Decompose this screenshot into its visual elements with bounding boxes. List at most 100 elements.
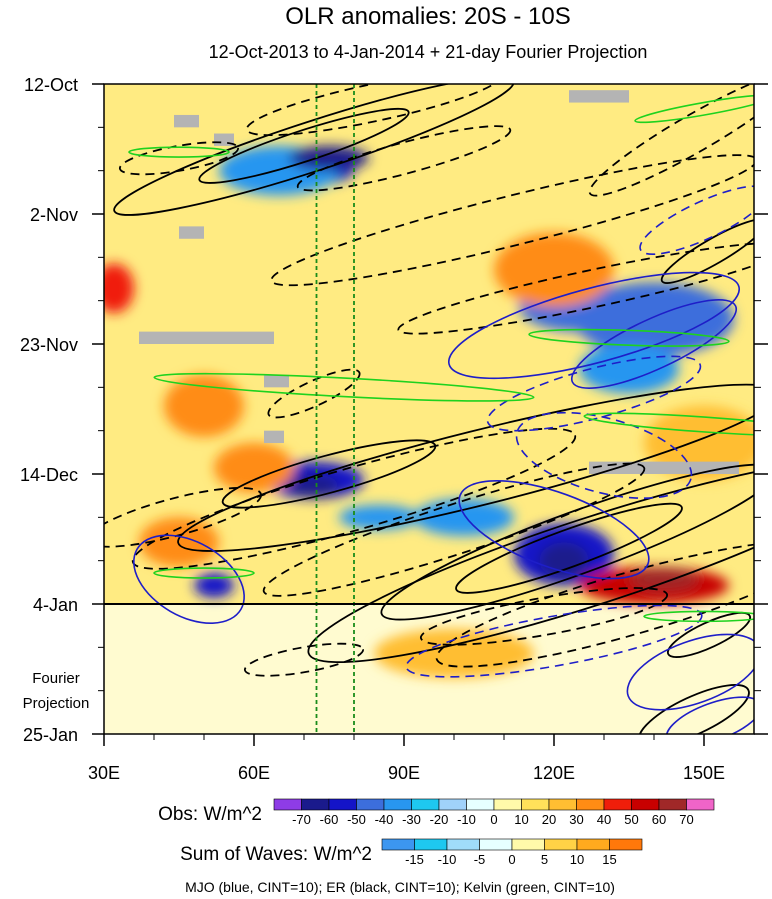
waves-colorbar-tick-label-2: -5: [474, 852, 486, 867]
mjo-contour-2: [639, 185, 754, 256]
kelvin-contour-2: [528, 328, 730, 347]
er-contour-7: [588, 84, 754, 197]
obs-anomaly-15: [629, 566, 699, 592]
plot-area: [104, 84, 754, 734]
er-contour-21: [104, 487, 262, 548]
x-tick-label-1: 60E: [238, 763, 270, 783]
y-tick-label-5: 25-Jan: [23, 725, 78, 745]
x-tick-label-3: 120E: [533, 763, 575, 783]
obs-anomaly-21: [644, 405, 754, 481]
obs-colorbar-tick-label-12: 50: [624, 812, 638, 827]
obs-colorbar-tick-label-11: 40: [597, 812, 611, 827]
plot-frame: [103, 83, 755, 735]
obs-colorbar-tick-label-2: -50: [347, 812, 366, 827]
waves-colorbar-tick-label-0: -15: [405, 852, 424, 867]
obs-anomaly-12: [539, 542, 589, 580]
kelvin-contour-0: [153, 372, 535, 402]
waves-colorbar-swatch-3: [479, 838, 513, 851]
mjo-contour-0: [447, 271, 741, 380]
waves-colorbar-swatch-0: [381, 838, 415, 851]
er-contour-20: [638, 684, 750, 734]
axes: 12-Oct 2-Nov 23-Nov 14-Dec 4-Jan 25-Jan 30E 60E…: [20, 75, 768, 783]
mjo-contours: [133, 185, 754, 734]
waves-colorbar-tick-label-5: 10: [570, 852, 584, 867]
contour-legend: MJO (blue, CINT=10); ER (black, CINT=10)…: [185, 879, 615, 895]
obs-anomaly-17: [164, 374, 244, 437]
obs-colorbar-swatch-2: [328, 798, 357, 811]
obs-colorbar-swatch-10: [548, 798, 577, 811]
y-tick-label-3: 14-Dec: [20, 465, 78, 485]
mjo-contour-4: [515, 411, 693, 500]
er-contour-1: [198, 107, 410, 184]
forecast-label-line1: Fourier: [32, 670, 80, 687]
er-contours: [104, 84, 754, 734]
x-tick-label-0: 30E: [88, 763, 120, 783]
chart-subtitle: 12-Oct-2013 to 4-Jan-2014 + 21-day Fouri…: [209, 42, 648, 62]
obs-colorbar-swatch-7: [466, 798, 495, 811]
obs-colorbar-tick-label-13: 60: [652, 812, 666, 827]
y-tick-label-4: 4-Jan: [33, 595, 78, 615]
kelvin-contour-1: [583, 412, 754, 437]
kelvin-contours: [128, 94, 754, 623]
er-contour-9: [177, 383, 754, 552]
mjo-contour-6: [405, 604, 703, 678]
er-contour-8: [660, 218, 754, 284]
waves-colorbar-swatch-7: [609, 838, 643, 851]
missing-data-box-3: [139, 331, 274, 344]
er-contour-22: [267, 368, 361, 419]
obs-colorbar-swatch-5: [411, 798, 440, 811]
waves-colorbar-swatch-2: [446, 838, 480, 851]
obs-colorbar-swatch-4: [383, 798, 412, 811]
obs-anomaly-2: [289, 145, 369, 171]
obs-colorbar-tick-label-5: -20: [430, 812, 449, 827]
obs-anomaly-20: [494, 232, 614, 307]
er-contour-13: [455, 502, 683, 594]
missing-data-boxes: [139, 90, 739, 474]
obs-colorbar-swatch-8: [493, 798, 522, 811]
obs-anomaly-18: [139, 517, 219, 567]
missing-data-box-0: [174, 114, 199, 128]
y-tick-label-0: 12-Oct: [24, 75, 78, 95]
kelvin-contour-6: [643, 610, 754, 623]
waves-colorbar: Sum of Waves: W/m^2 -15 -10 -5 0 5 10 15: [180, 838, 643, 867]
er-contour-17: [419, 587, 669, 646]
waves-colorbar-tick-label-3: 0: [508, 852, 515, 867]
kelvin-contour-4: [128, 146, 230, 158]
kelvin-contour-5: [153, 567, 255, 579]
obs-anomaly-16: [214, 443, 294, 493]
missing-data-box-6: [589, 461, 739, 474]
obs-colorbar-swatch-6: [438, 798, 467, 811]
chart-title: OLR anomalies: 20S - 10S: [285, 3, 570, 30]
obs-colorbar-swatch-11: [576, 798, 605, 811]
waves-colorbar-swatch-5: [544, 838, 578, 851]
obs-colorbar-swatch-13: [631, 798, 660, 811]
x-tick-label-4: 150E: [683, 763, 725, 783]
obs-anomaly-13: [194, 573, 234, 598]
obs-colorbar-swatch-3: [356, 798, 385, 811]
obs-colorbar-swatch-12: [603, 798, 632, 811]
obs-colorbar-tick-label-9: 20: [542, 812, 556, 827]
obs-colorbar-label: Obs: W/m^2: [158, 804, 262, 825]
obs-colorbar-swatch-14: [658, 798, 687, 811]
missing-data-box-7: [569, 90, 629, 103]
er-contour-6: [397, 242, 754, 335]
x-tick-label-2: 90E: [388, 763, 420, 783]
obs-colorbar-tick-label-8: 10: [514, 812, 528, 827]
obs-colorbar: Obs: W/m^2 -70 -60 -50 -40 -30 -20 -10 0 10 20 30 4…: [158, 798, 715, 827]
missing-data-box-4: [264, 374, 289, 388]
obs-colorbar-tick-label-7: 0: [490, 812, 497, 827]
obs-anomaly-9: [339, 504, 419, 530]
obs-colorbar-tick-label-6: -10: [457, 812, 476, 827]
missing-data-box-2: [179, 226, 204, 239]
er-contour-19: [666, 611, 752, 658]
mjo-contour-3: [486, 355, 702, 432]
y-tick-label-2: 23-Nov: [20, 335, 78, 355]
y-tick-label-1: 2-Nov: [30, 205, 78, 225]
mjo-contour-5: [458, 480, 650, 580]
obs-colorbar-swatch-9: [521, 798, 550, 811]
waves-colorbar-label: Sum of Waves: W/m^2: [180, 844, 372, 865]
waves-colorbar-tick-label-6: 15: [602, 852, 616, 867]
missing-data-box-5: [264, 430, 284, 444]
mjo-contour-8: [626, 633, 754, 711]
